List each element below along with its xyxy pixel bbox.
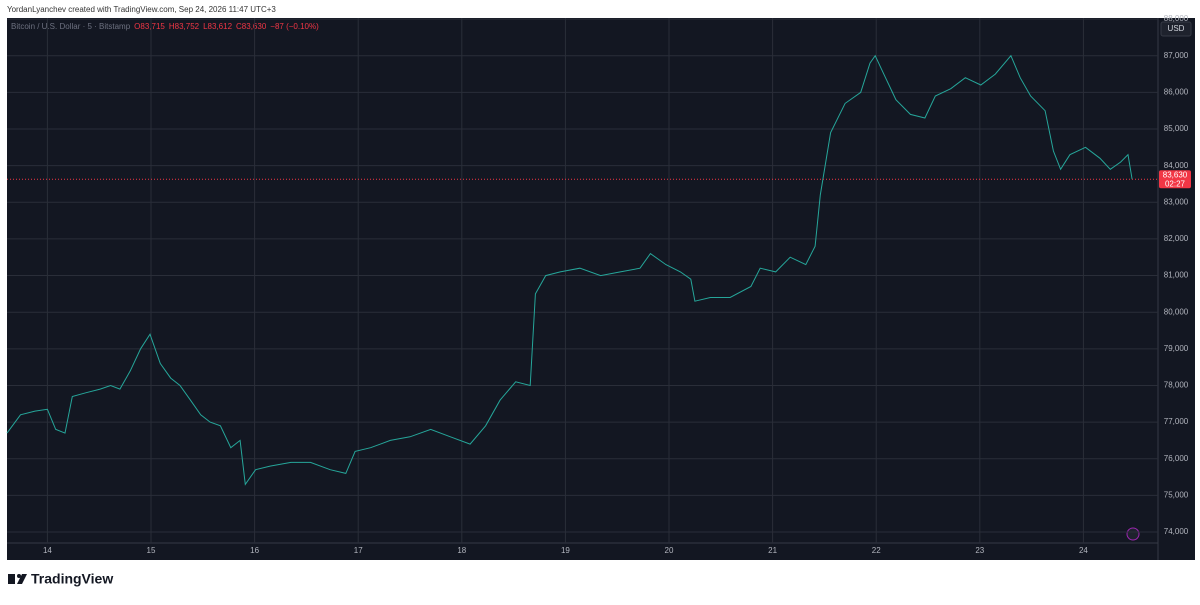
x-tick-label: 19 bbox=[561, 546, 570, 555]
logo-mark bbox=[8, 574, 15, 584]
x-tick-label: 22 bbox=[872, 546, 881, 555]
y-tick-label: 87,000 bbox=[1164, 51, 1189, 60]
brand: TradingView bbox=[31, 571, 113, 587]
y-tick-label: 76,000 bbox=[1164, 454, 1189, 463]
x-tick-label: 23 bbox=[975, 546, 984, 555]
x-tick-label: 14 bbox=[43, 546, 52, 555]
x-tick-label: 15 bbox=[147, 546, 156, 555]
y-tick-label: 75,000 bbox=[1164, 490, 1189, 499]
y-tick-label: 81,000 bbox=[1164, 271, 1189, 280]
legend-ohlc-value: O83,715 bbox=[134, 22, 165, 31]
currency: USD bbox=[1168, 24, 1185, 33]
last-price-box bbox=[1159, 170, 1191, 189]
y-tick-label: 78,000 bbox=[1164, 381, 1189, 390]
logo-mark bbox=[17, 574, 21, 578]
x-tick-label: 24 bbox=[1079, 546, 1088, 555]
countdown: 02:27 bbox=[1165, 179, 1186, 188]
y-tick-label: 88,000 bbox=[1164, 14, 1189, 23]
last-price-label: 83,630 bbox=[1163, 170, 1188, 179]
chart-background bbox=[7, 18, 1195, 560]
y-tick-label: 86,000 bbox=[1164, 87, 1189, 96]
legend-ohlc-value: H83,752 bbox=[169, 22, 200, 31]
logo-mark bbox=[17, 574, 27, 584]
y-tick-label: 84,000 bbox=[1164, 161, 1189, 170]
y-tick-label: 77,000 bbox=[1164, 417, 1189, 426]
attribution: YordanLyanchev created with TradingView.… bbox=[7, 5, 276, 14]
x-tick-label: 18 bbox=[457, 546, 466, 555]
x-tick-label: 20 bbox=[665, 546, 674, 555]
y-tick-label: 80,000 bbox=[1164, 307, 1189, 316]
y-tick-label: 83,000 bbox=[1164, 197, 1189, 206]
icon bbox=[1126, 527, 1140, 541]
x-tick-label: 16 bbox=[250, 546, 259, 555]
legend-change: −87 (−0.10%) bbox=[270, 22, 319, 31]
y-tick-label: 82,000 bbox=[1164, 234, 1189, 243]
legend-ohlc: O83,715 H83,752 L83,612 C83,630 −87 (−0.10%) bbox=[134, 22, 319, 31]
legend-ohlc-value: C83,630 bbox=[236, 22, 267, 31]
x-tick-label: 21 bbox=[768, 546, 777, 555]
y-tick-label: 74,000 bbox=[1164, 527, 1189, 536]
legend-symbol: Bitcoin / U.S. Dollar · 5 · Bitstamp bbox=[11, 22, 131, 31]
legend-ohlc-value: L83,612 bbox=[203, 22, 232, 31]
y-tick-label: 85,000 bbox=[1164, 124, 1189, 133]
currency-box bbox=[1160, 21, 1192, 37]
x-tick-label: 17 bbox=[354, 546, 363, 555]
price-line bbox=[6, 54, 1133, 486]
y-tick-label: 79,000 bbox=[1164, 344, 1189, 353]
